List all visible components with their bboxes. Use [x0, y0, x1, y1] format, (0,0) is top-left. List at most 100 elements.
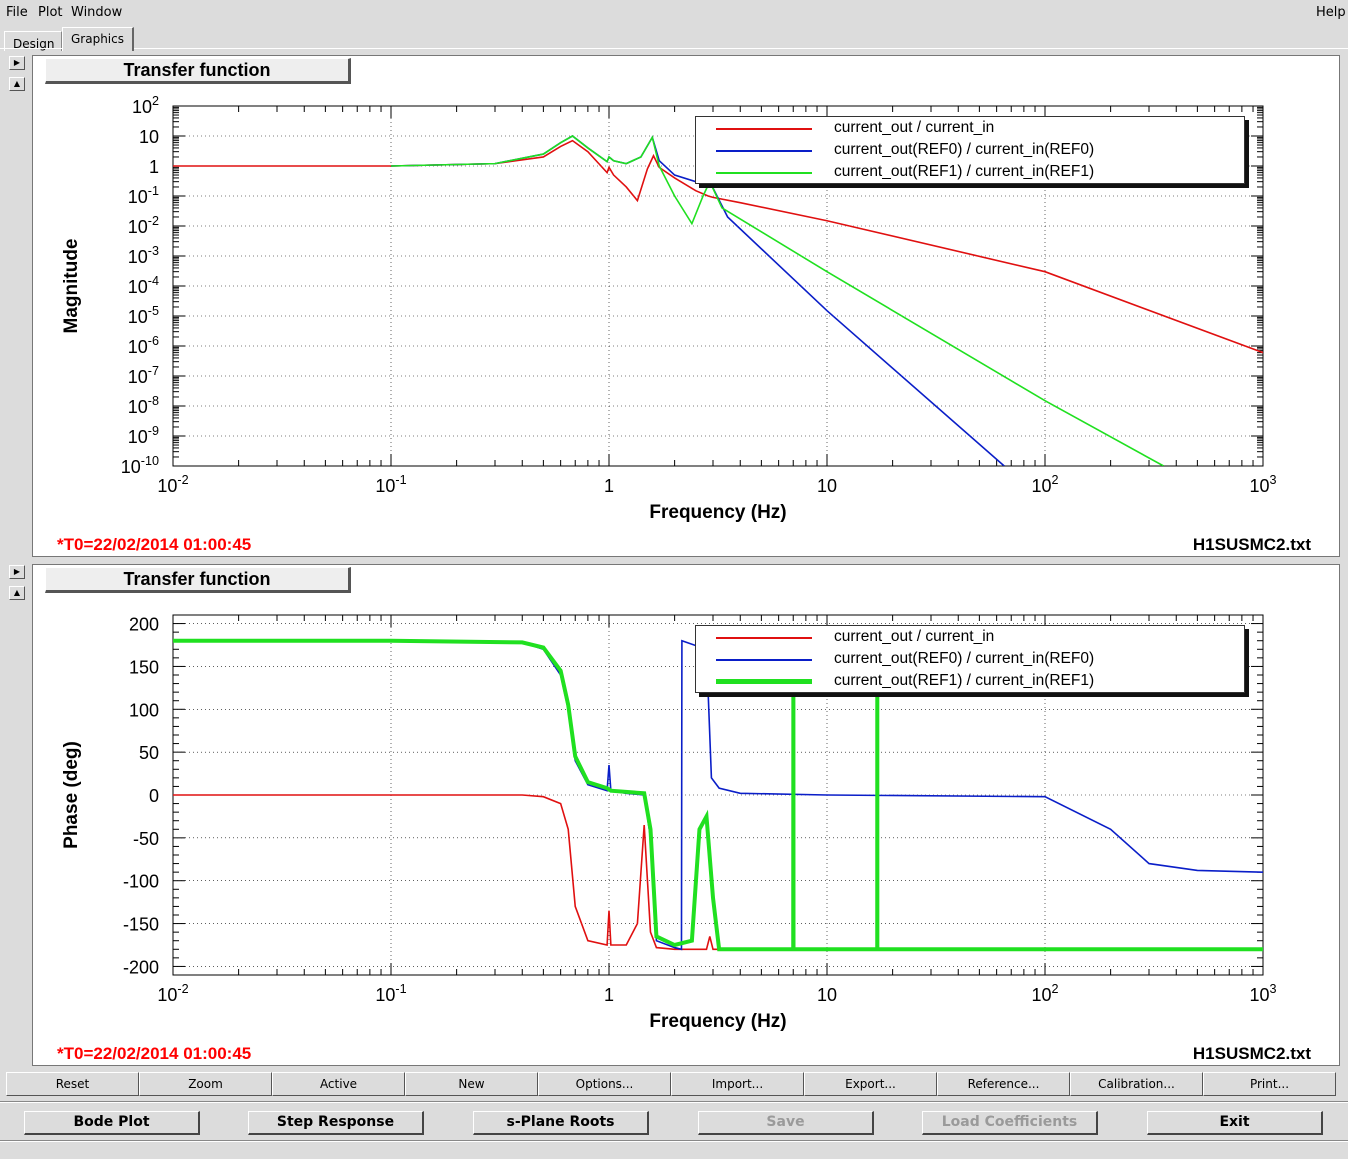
- reset-button[interactable]: Reset: [6, 1072, 139, 1096]
- timestamp-label: *T0=22/02/2014 01:00:45: [57, 535, 251, 554]
- filename-label: H1SUSMC2.txt: [1193, 535, 1311, 554]
- import-button[interactable]: Import...: [671, 1072, 804, 1096]
- divider: [0, 1140, 1348, 1141]
- tick-label: 1: [604, 476, 614, 496]
- new-button[interactable]: New: [405, 1072, 538, 1096]
- active-button[interactable]: Active: [272, 1072, 405, 1096]
- legend-swatch: [716, 637, 812, 639]
- tick-label: 10-7: [128, 364, 159, 387]
- legend-label: current_out(REF0) / current_in(REF0): [834, 141, 1095, 158]
- divider: [0, 1141, 1348, 1142]
- divider: [0, 1101, 1348, 1102]
- tick-label: 10-2: [157, 473, 188, 496]
- zoom-button[interactable]: Zoom: [139, 1072, 272, 1096]
- legend-entry: current_out(REF0) / current_in(REF0): [696, 140, 1244, 162]
- tick-label: 10-3: [128, 244, 159, 267]
- phase-plot-pad[interactable]: Transfer function 10-2 10-1 1 10 102 103 200 15…: [32, 564, 1340, 1066]
- legend-label: current_out / current_in: [834, 628, 995, 645]
- series-line: [390, 135, 1164, 466]
- tick-label: 1: [604, 985, 614, 1005]
- plot-title: Transfer function: [45, 567, 351, 593]
- legend-entry: current_out(REF1) / current_in(REF1): [696, 671, 1244, 693]
- tick-label: -100: [123, 872, 159, 892]
- tick-label: 0: [149, 786, 159, 806]
- tick-label: 10: [817, 985, 837, 1005]
- tick-label: 100: [129, 700, 159, 720]
- legend: current_out / current_in current_out(REF…: [695, 625, 1245, 693]
- tick-label: 10-9: [128, 424, 159, 447]
- phase-chart[interactable]: 10-2 10-1 1 10 102 103 200 150 100 50 0 -50 -100 -150…: [33, 565, 1339, 1065]
- tick-label: 10: [139, 127, 159, 147]
- bode-plot-button[interactable]: Bode Plot: [24, 1111, 200, 1135]
- legend-entry: current_out(REF1) / current_in(REF1): [696, 162, 1244, 184]
- tick-label: 103: [1249, 473, 1276, 496]
- print-button[interactable]: Print...: [1203, 1072, 1336, 1096]
- legend-swatch: [716, 128, 812, 130]
- legend-swatch: [716, 172, 812, 174]
- export-button[interactable]: Export...: [804, 1072, 937, 1096]
- legend-label: current_out / current_in: [834, 119, 995, 136]
- menu-help[interactable]: Help: [1316, 5, 1346, 20]
- legend-entry: current_out / current_in: [696, 627, 1244, 649]
- triangle-up-icon: ▲: [13, 588, 21, 597]
- legend: current_out / current_in current_out(REF…: [695, 116, 1245, 184]
- tick-label: 10-10: [121, 454, 159, 477]
- tick-label: 102: [132, 94, 159, 117]
- legend-label: current_out(REF1) / current_in(REF1): [834, 163, 1095, 180]
- series-line: [390, 135, 1005, 466]
- triangle-up-icon: ▲: [13, 79, 21, 88]
- pad2-expand-button[interactable]: ▶: [9, 565, 25, 579]
- save-button[interactable]: Save: [698, 1111, 874, 1135]
- s-plane-roots-button[interactable]: s-Plane Roots: [473, 1111, 649, 1135]
- pad1-expand-button[interactable]: ▶: [9, 56, 25, 70]
- tick-label: -50: [133, 829, 159, 849]
- tick-label: -150: [123, 915, 159, 935]
- tick-label: 10-4: [128, 274, 159, 297]
- series-line: [173, 638, 1263, 952]
- options-button[interactable]: Options...: [538, 1072, 671, 1096]
- tick-label: 10-8: [128, 394, 159, 417]
- tab-graphics[interactable]: Graphics: [62, 27, 134, 51]
- tick-label: 10-6: [128, 334, 159, 357]
- magnitude-chart[interactable]: 10-2 10-1 1 10 102 10310210110-110-210-310-41…: [33, 56, 1339, 556]
- pad2-collapse-button[interactable]: ▲: [9, 586, 25, 600]
- legend-swatch: [716, 679, 812, 684]
- tab-divider: [0, 48, 1348, 49]
- tick-label: 200: [129, 615, 159, 635]
- menu-bar: File Plot Window Help: [0, 0, 1348, 26]
- step-response-button[interactable]: Step Response: [248, 1111, 424, 1135]
- exit-button[interactable]: Exit: [1147, 1111, 1323, 1135]
- tick-label: 10-1: [375, 982, 406, 1005]
- tick-label: 10-1: [128, 184, 159, 207]
- tab-bar: Design Graphics: [0, 26, 1348, 51]
- triangle-right-icon: ▶: [13, 58, 21, 67]
- x-axis-title: Frequency (Hz): [649, 1011, 786, 1032]
- menu-plot[interactable]: Plot: [38, 5, 63, 20]
- tick-label: 10-2: [157, 982, 188, 1005]
- legend-swatch: [716, 659, 812, 661]
- tick-label: 102: [1031, 473, 1058, 496]
- calibration-button[interactable]: Calibration...: [1070, 1072, 1203, 1096]
- tick-label: 102: [1031, 982, 1058, 1005]
- reference-button[interactable]: Reference...: [937, 1072, 1070, 1096]
- tick-label: 150: [129, 657, 159, 677]
- series-line: [173, 794, 1263, 951]
- tick-label: 50: [139, 743, 159, 763]
- pad1-collapse-button[interactable]: ▲: [9, 77, 25, 91]
- legend-entry: current_out / current_in: [696, 118, 1244, 140]
- plot-title: Transfer function: [45, 58, 351, 84]
- tick-label: 10-5: [128, 304, 159, 327]
- load-coefficients-button[interactable]: Load Coefficients: [922, 1111, 1098, 1135]
- y-axis-title: Magnitude: [61, 239, 82, 334]
- menu-file[interactable]: File: [6, 5, 28, 20]
- magnitude-plot-pad[interactable]: Transfer function 10-2 10-1 1 10 102 103 102 10…: [32, 55, 1340, 557]
- triangle-right-icon: ▶: [13, 567, 21, 576]
- menu-window[interactable]: Window: [71, 5, 123, 20]
- x-axis-title: Frequency (Hz): [649, 502, 786, 523]
- tick-label: 1: [149, 157, 159, 177]
- tick-label: 10-1: [375, 473, 406, 496]
- legend-label: current_out(REF1) / current_in(REF1): [834, 672, 1095, 689]
- tab-design[interactable]: Design: [4, 31, 62, 51]
- tick-label: 10: [817, 476, 837, 496]
- timestamp-label: *T0=22/02/2014 01:00:45: [57, 1044, 251, 1063]
